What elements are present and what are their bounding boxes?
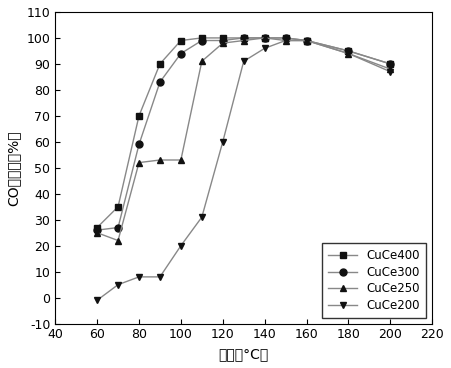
- CuCe400: [157, 62, 163, 66]
- CuCe400: [94, 225, 100, 230]
- CuCe300: [115, 225, 121, 230]
- CuCe300: [262, 36, 267, 40]
- X-axis label: 温度（°C）: 温度（°C）: [219, 347, 269, 361]
- CuCe300: [283, 36, 288, 40]
- CuCe250: [283, 38, 288, 43]
- CuCe250: [262, 36, 267, 40]
- CuCe200: [304, 38, 309, 43]
- CuCe200: [346, 51, 351, 56]
- CuCe200: [115, 283, 121, 287]
- CuCe300: [241, 36, 246, 40]
- CuCe400: [199, 36, 205, 40]
- CuCe300: [157, 80, 163, 84]
- CuCe250: [157, 158, 163, 162]
- CuCe300: [304, 38, 309, 43]
- CuCe400: [136, 114, 142, 118]
- Line: CuCe200: CuCe200: [94, 37, 394, 304]
- Line: CuCe300: CuCe300: [94, 35, 394, 234]
- CuCe200: [262, 46, 267, 50]
- CuCe400: [115, 205, 121, 209]
- CuCe300: [136, 142, 142, 146]
- CuCe200: [387, 70, 393, 74]
- CuCe250: [94, 230, 100, 235]
- CuCe250: [304, 38, 309, 43]
- Line: CuCe400: CuCe400: [94, 35, 394, 231]
- CuCe250: [220, 41, 226, 45]
- CuCe400: [178, 38, 184, 43]
- CuCe300: [387, 62, 393, 66]
- CuCe200: [136, 275, 142, 279]
- CuCe200: [199, 215, 205, 219]
- CuCe400: [387, 62, 393, 66]
- CuCe200: [283, 38, 288, 43]
- CuCe400: [346, 49, 351, 53]
- CuCe250: [115, 238, 121, 243]
- Line: CuCe250: CuCe250: [94, 35, 394, 244]
- CuCe400: [262, 36, 267, 40]
- CuCe200: [94, 298, 100, 302]
- CuCe250: [387, 67, 393, 71]
- CuCe400: [283, 36, 288, 40]
- CuCe400: [220, 36, 226, 40]
- CuCe250: [346, 51, 351, 56]
- CuCe250: [178, 158, 184, 162]
- CuCe200: [241, 59, 246, 64]
- CuCe250: [199, 59, 205, 64]
- CuCe300: [94, 228, 100, 232]
- CuCe300: [220, 38, 226, 43]
- CuCe300: [346, 49, 351, 53]
- CuCe250: [136, 160, 142, 165]
- CuCe300: [178, 51, 184, 56]
- CuCe300: [199, 38, 205, 43]
- CuCe200: [220, 139, 226, 144]
- Legend: CuCe400, CuCe300, CuCe250, CuCe200: CuCe400, CuCe300, CuCe250, CuCe200: [322, 243, 426, 318]
- CuCe200: [157, 275, 163, 279]
- Y-axis label: CO转化率（%）: CO转化率（%）: [7, 130, 21, 206]
- CuCe400: [241, 36, 246, 40]
- CuCe400: [304, 38, 309, 43]
- CuCe200: [178, 244, 184, 248]
- CuCe250: [241, 38, 246, 43]
